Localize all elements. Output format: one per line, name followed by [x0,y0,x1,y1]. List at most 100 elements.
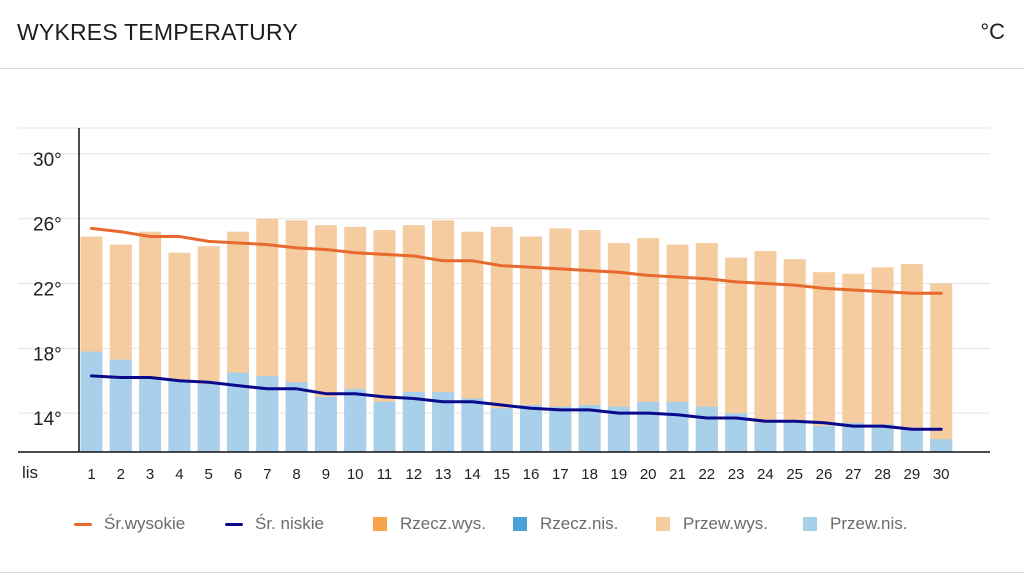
x-tick-label: 7 [263,466,271,483]
bar-forecast-low [607,406,630,452]
bar-forecast-high [871,267,894,452]
bar-forecast-high [490,226,513,452]
bar-forecast-low [314,396,337,452]
bar-forecast-high [607,243,630,452]
bar-forecast-low [520,405,542,452]
x-tick-label: 4 [175,466,183,483]
y-tick-label: 22° [33,280,62,301]
bar-forecast-high [695,243,718,452]
bar-forecast-low [285,382,308,452]
x-tick-label: 27 [845,466,862,483]
legend-item[interactable]: Rzecz.wys. [373,510,486,538]
x-tick-label: 21 [669,466,686,483]
bar-forecast-low [402,392,425,452]
x-tick-label: 20 [640,466,657,483]
bar-forecast-low [813,426,835,452]
bar-forecast-high [725,257,748,452]
x-tick-label: 10 [347,466,364,483]
chart-legend: Śr.wysokie Śr. niskie Rzecz.wys. Rzecz.nis.… [0,510,1024,538]
bar-forecast-low [666,401,689,452]
x-tick-label: 16 [523,466,540,483]
y-tick-label: 14° [33,409,62,430]
bar-forecast-low [432,392,455,452]
bar-forecast-low [168,380,191,452]
legend-item[interactable]: Śr.wysokie [74,510,185,538]
x-tick-label: 15 [493,466,510,483]
bar-forecast-low [725,413,748,452]
bar-forecast-high [813,272,835,452]
legend-label: Rzecz.wys. [400,514,486,533]
avg-high-line [90,226,943,295]
y-tick-label: 26° [33,215,62,236]
bar-forecast-high [461,231,484,452]
bar-forecast-low [900,429,923,452]
bar-forecast-high [637,238,660,452]
x-tick-label: 13 [435,466,452,483]
bar-forecast-high [549,228,572,452]
bar-forecast-high [842,273,865,452]
bar-forecast-low [783,421,806,452]
x-tick-label: 11 [377,466,393,483]
x-tick-label: 24 [757,466,774,483]
page-title: WYKRES TEMPERATURY [17,19,298,45]
bar-forecast-low [197,383,220,452]
x-axis-label: lis [22,463,38,482]
bar-forecast-high [666,244,689,452]
bar-forecast-low [871,424,894,452]
bar-forecast-high [578,230,601,452]
x-tick-label: 2 [117,466,125,483]
bar-forecast-low [930,439,953,452]
bar-forecast-high [520,236,542,452]
y-tick-label: 30° [33,150,62,171]
bar-forecast-low [461,398,484,452]
chart-header: WYKRES TEMPERATURY °C [0,0,1024,69]
legend-swatch [656,517,670,531]
legend-label: Przew.wys. [683,514,769,533]
x-tick-label: 17 [552,466,569,483]
x-tick-label: 26 [816,466,833,483]
legend-item[interactable]: Przew.nis. [803,510,907,538]
unit-label: °C [980,19,1005,44]
x-tick-label: 23 [728,466,745,483]
legend-item[interactable]: Rzecz.nis. [513,510,618,538]
x-tick-label: 5 [205,466,213,483]
x-tick-label: 25 [786,466,803,483]
temperature-chart: 14°18°22°26°30°lis 1 2 3 4 5 6 7 8 9 10 11 12 13 14 15 1… [18,127,990,483]
bar-forecast-low [637,401,660,452]
x-tick-label: 12 [405,466,422,483]
x-tick-label: 8 [292,466,300,483]
bar-forecast-low [109,359,132,452]
bar-forecast-low [490,408,513,452]
bar-forecast-low [139,377,162,452]
x-tick-label: 6 [234,466,242,483]
legend-swatch [513,517,527,531]
bar-forecast-high [314,225,337,452]
bar-forecast-low [695,406,718,452]
legend-swatch [803,517,817,531]
bar-forecast-high [783,259,806,452]
legend-swatch [74,522,92,526]
legend-swatch [373,517,387,531]
legend-item[interactable]: Przew.wys. [656,510,768,538]
x-tick-label: 29 [904,466,921,483]
bars [80,218,953,452]
bottom-divider [0,572,1024,573]
x-tick-label: 18 [581,466,598,483]
x-tick-label: 28 [874,466,891,483]
bar-forecast-low [373,401,396,452]
legend-label: Śr. niskie [255,514,324,533]
x-tick-label: 14 [464,466,481,483]
bar-forecast-low [549,406,572,452]
x-tick-label: 22 [698,466,715,483]
bar-forecast-high [754,251,777,452]
bar-forecast-low [842,422,865,452]
y-tick-label: 18° [33,344,62,365]
bar-forecast-low [344,388,367,452]
legend-item[interactable]: Śr. niskie [225,510,324,538]
bar-forecast-low [227,372,249,452]
x-tick-label: 30 [933,466,950,483]
bar-forecast-low [578,405,601,452]
bar-forecast-high [930,283,953,452]
avg-low-line [90,374,943,431]
series-lines [90,226,943,431]
